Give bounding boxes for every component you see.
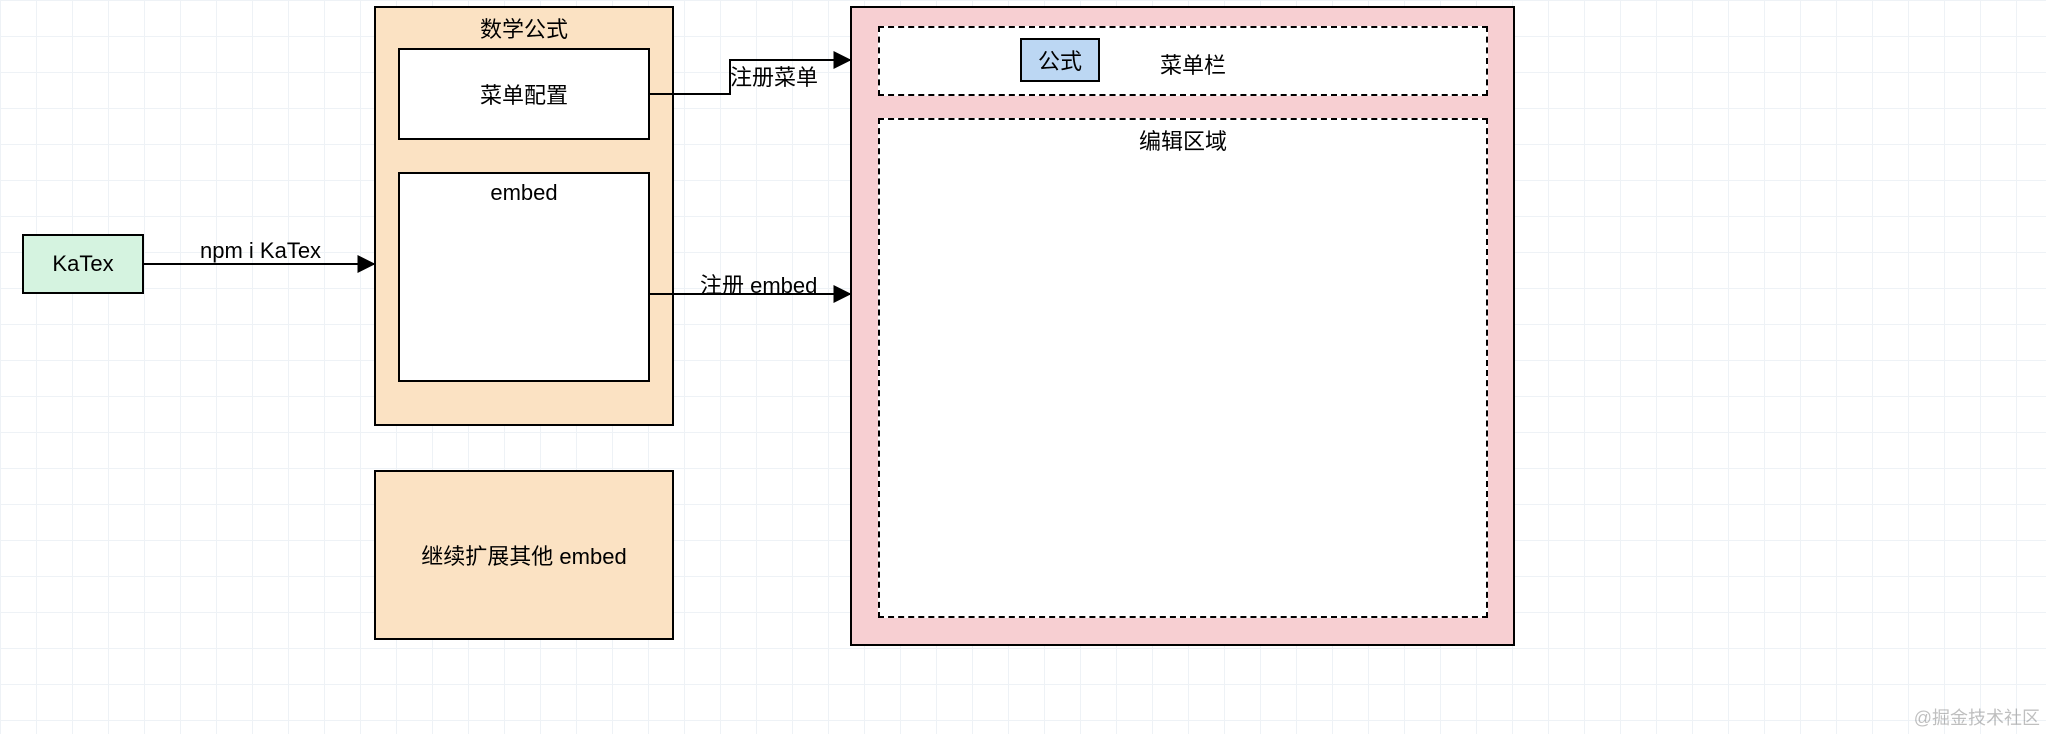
edges-layer	[0, 0, 2046, 734]
edge-register-embed-label: 注册 embed	[700, 268, 817, 300]
edge-register-menu-label: 注册菜单	[730, 60, 818, 92]
watermark: @掘金技术社区	[1914, 704, 2040, 730]
edge-npm-label: npm i KaTex	[200, 238, 321, 264]
